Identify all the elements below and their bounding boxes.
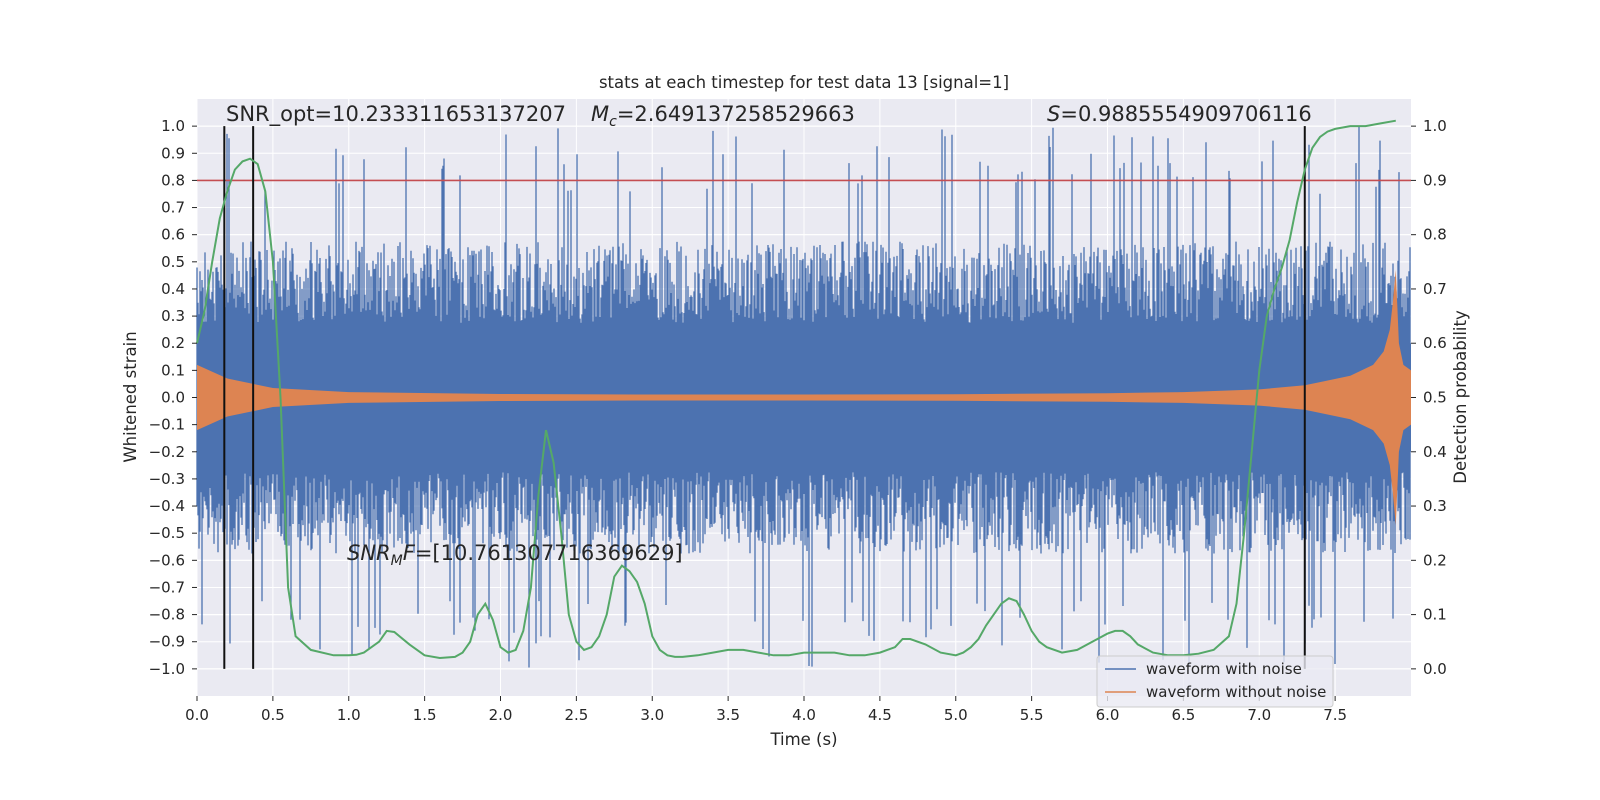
x-tick-label: 1.0 [337,706,361,724]
annotation-chirp-mass-symbol: M [591,102,609,126]
y2-tick-label: 1.0 [1423,117,1447,135]
annotation-chirp-mass-subscript: c [609,114,617,130]
x-axis-ticks: 0.0 0.5 1.0 1.5 2.0 2.5 3.0 3.5 4.0 4.5 5.0 5.5 6.0 6… [185,696,1347,724]
x-tick-label: 7.0 [1247,706,1271,724]
series-detection-probability [196,119,1396,660]
y2-tick-label: 0.9 [1423,171,1447,189]
x-tick-label: 4.5 [868,706,892,724]
annotation-snr-mf-subscript: M [391,553,403,569]
annotation-snr-mf: SNRMF=[10.761307716369629] [347,541,683,569]
x-tick-label: 6.5 [1171,706,1195,724]
y-tick-label: 0.7 [161,199,185,217]
y2-tick-label: 0.8 [1423,226,1447,244]
x-tick-label: 2.5 [564,706,588,724]
y-tick-label: 0.2 [161,334,185,352]
y2-tick-label: 0.4 [1423,443,1447,461]
y-tick-label: 1.0 [161,117,185,135]
overlays [197,126,1411,669]
y-tick-label: −0.8 [149,606,185,624]
x-tick-label: 3.0 [640,706,664,724]
chart-title: stats at each timestep for test data 13 … [599,73,1009,92]
x-axis-label: Time (s) [769,730,837,749]
y2-tick-label: 0.2 [1423,551,1447,569]
y-tick-label: −0.4 [149,497,185,515]
x-tick-label: 1.5 [413,706,437,724]
y-tick-label: −0.6 [149,551,185,569]
y-tick-label: 0.3 [161,307,185,325]
y-tick-label: −0.5 [149,524,185,542]
y2-axis-ticks: 1.0 0.9 0.8 0.7 0.6 0.5 0.4 0.3 0.2 0.1 0.0 [1411,117,1447,678]
y-tick-label: 0.0 [161,389,185,407]
y-tick-label: −0.2 [149,443,185,461]
y-tick-label: 0.8 [161,171,185,189]
legend-box [1096,655,1334,708]
y-tick-label: −0.7 [149,578,185,596]
x-tick-label: 4.0 [792,706,816,724]
legend: waveform with noise waveform without noi… [1096,655,1334,708]
series-waveform-without-noise [197,270,1411,525]
y2-tick-label: 0.1 [1423,606,1447,624]
y-tick-label: −0.3 [149,470,185,488]
y2-tick-label: 0.7 [1423,280,1447,298]
legend-label-waveform-without-noise: waveform without noise [1146,683,1326,701]
annotation-s-symbol: S [1047,102,1060,126]
y-axis-label: Whitened strain [121,331,140,462]
y2-tick-label: 0.5 [1423,389,1447,407]
y-tick-label: −1.0 [149,660,185,678]
annotation-snr-mf-value: =[10.761307716369629] [415,541,683,565]
y-tick-label: 0.6 [161,226,185,244]
clean-waveform-envelope [197,270,1411,525]
y2-tick-label: 0.3 [1423,497,1447,515]
y-tick-label: 0.9 [161,144,185,162]
x-tick-label: 6.0 [1096,706,1120,724]
annotation-chirp-mass: Mc=2.649137258529663 [591,102,855,130]
x-tick-label: 7.5 [1323,706,1347,724]
y-tick-label: 0.5 [161,253,185,271]
x-tick-label: 2.0 [489,706,513,724]
annotation-s-value: S=0.9885554909706116 [1047,102,1312,126]
y-axis-ticks: 1.0 0.9 0.8 0.7 0.6 0.5 0.4 0.3 0.2 0.1 0.0 −0.1 −0.… [149,117,197,678]
x-tick-label: 0.0 [185,706,209,724]
annotation-chirp-mass-value: =2.649137258529663 [617,102,855,126]
x-tick-label: 0.5 [261,706,285,724]
y-tick-label: −0.1 [149,416,185,434]
y2-tick-label: 0.0 [1423,660,1447,678]
detection-probability-line [196,119,1396,660]
y2-tick-label: 0.6 [1423,334,1447,352]
annotation-snr-mf-symbol: SNR [347,541,391,565]
y-tick-label: 0.4 [161,280,185,298]
annotation-snr-opt: SNR_opt=10.233311653137207 [226,102,566,127]
annotation-snr-mf-tail: F [403,541,416,565]
x-tick-label: 5.5 [1020,706,1044,724]
annotation-s-number: =0.9885554909706116 [1060,102,1311,126]
x-tick-label: 5.0 [944,706,968,724]
y-tick-label: −0.9 [149,633,185,651]
x-tick-label: 3.5 [716,706,740,724]
y2-axis-label: Detection probability [1451,310,1470,484]
legend-label-waveform-with-noise: waveform with noise [1146,660,1302,678]
y-tick-label: 0.1 [161,361,185,379]
